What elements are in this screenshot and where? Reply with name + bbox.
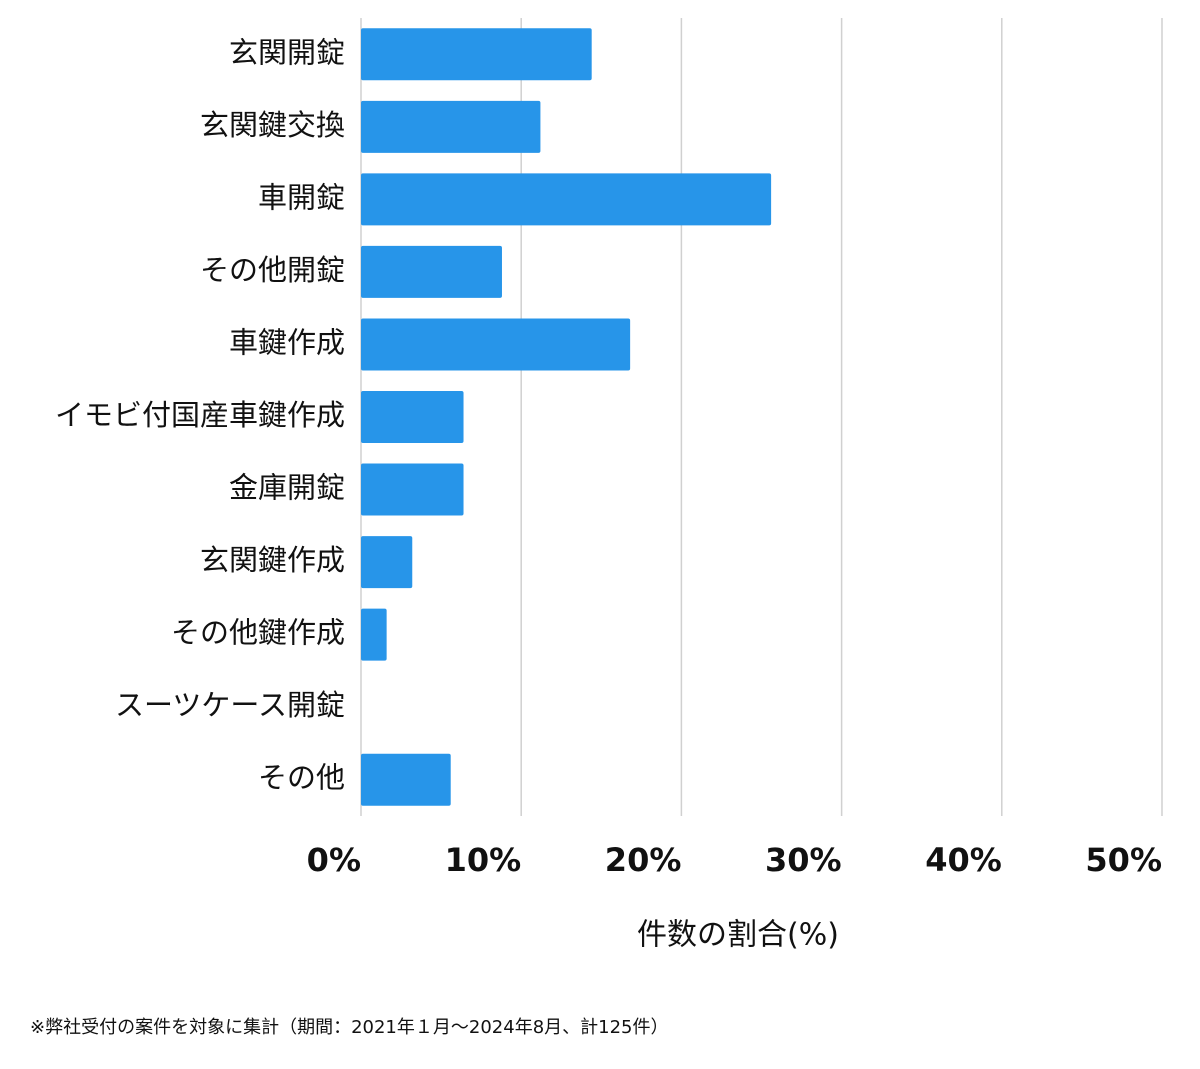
x-tick-label: 50% (1085, 841, 1162, 879)
bar (361, 463, 464, 516)
y-tick-label: 玄関鍵作成 (200, 543, 345, 577)
y-tick-label: イモビ付国産車鍵作成 (55, 398, 345, 432)
x-tick-label: 30% (765, 841, 842, 879)
bar (361, 173, 772, 226)
bar (361, 28, 592, 81)
bar (361, 245, 502, 298)
x-axis-title: 件数の割合(%) (637, 918, 839, 953)
y-tick-label: その他 (258, 761, 345, 795)
bar (361, 100, 541, 153)
x-tick-label: 10% (445, 841, 522, 879)
y-tick-label: 金庫開錠 (229, 471, 345, 505)
y-tick-label: 車鍵作成 (229, 325, 345, 359)
bar (361, 608, 387, 661)
x-tick-label: 20% (605, 841, 682, 879)
footnote: ※弊社受付の案件を対象に集計（期間：2021年１月〜2024年8月、計125件） (30, 1017, 669, 1038)
x-tick-label: 40% (925, 841, 1002, 879)
y-tick-label: その他鍵作成 (171, 616, 345, 650)
bar (361, 753, 451, 806)
y-tick-label: 車開錠 (258, 180, 345, 214)
y-tick-label: その他開錠 (200, 253, 345, 287)
y-tick-label: 玄関開錠 (229, 35, 345, 69)
bar (361, 318, 631, 371)
y-tick-label: スーツケース開錠 (115, 688, 345, 722)
y-tick-label: 玄関鍵交換 (200, 108, 345, 142)
x-tick-label: 0% (307, 841, 361, 879)
bar (361, 536, 413, 589)
bar (361, 391, 464, 443)
